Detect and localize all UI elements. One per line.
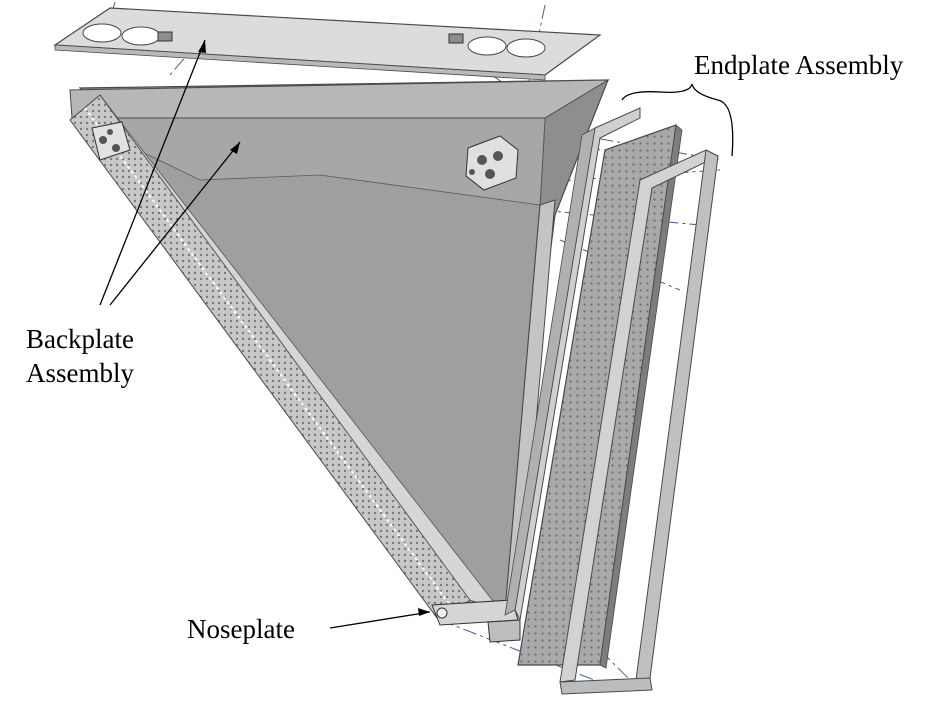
endplate-frame-1 xyxy=(504,107,641,622)
annotation-leaders xyxy=(99,39,734,629)
endplate-assembly-label: Endplate Assembly xyxy=(694,50,904,80)
endplate-frame-2 xyxy=(559,149,720,695)
main-housing xyxy=(69,79,610,623)
annotation-arrowheads xyxy=(198,40,430,616)
backplate-top-plate xyxy=(53,7,602,81)
backplate-label-line-2: Assembly xyxy=(26,358,134,388)
backplate-label-line-1: Backplate xyxy=(26,324,134,354)
backplate-assembly-label: Backplate Assembly xyxy=(26,322,134,390)
noseplate-label: Noseplate xyxy=(187,614,295,644)
noseplate-part xyxy=(431,599,521,643)
